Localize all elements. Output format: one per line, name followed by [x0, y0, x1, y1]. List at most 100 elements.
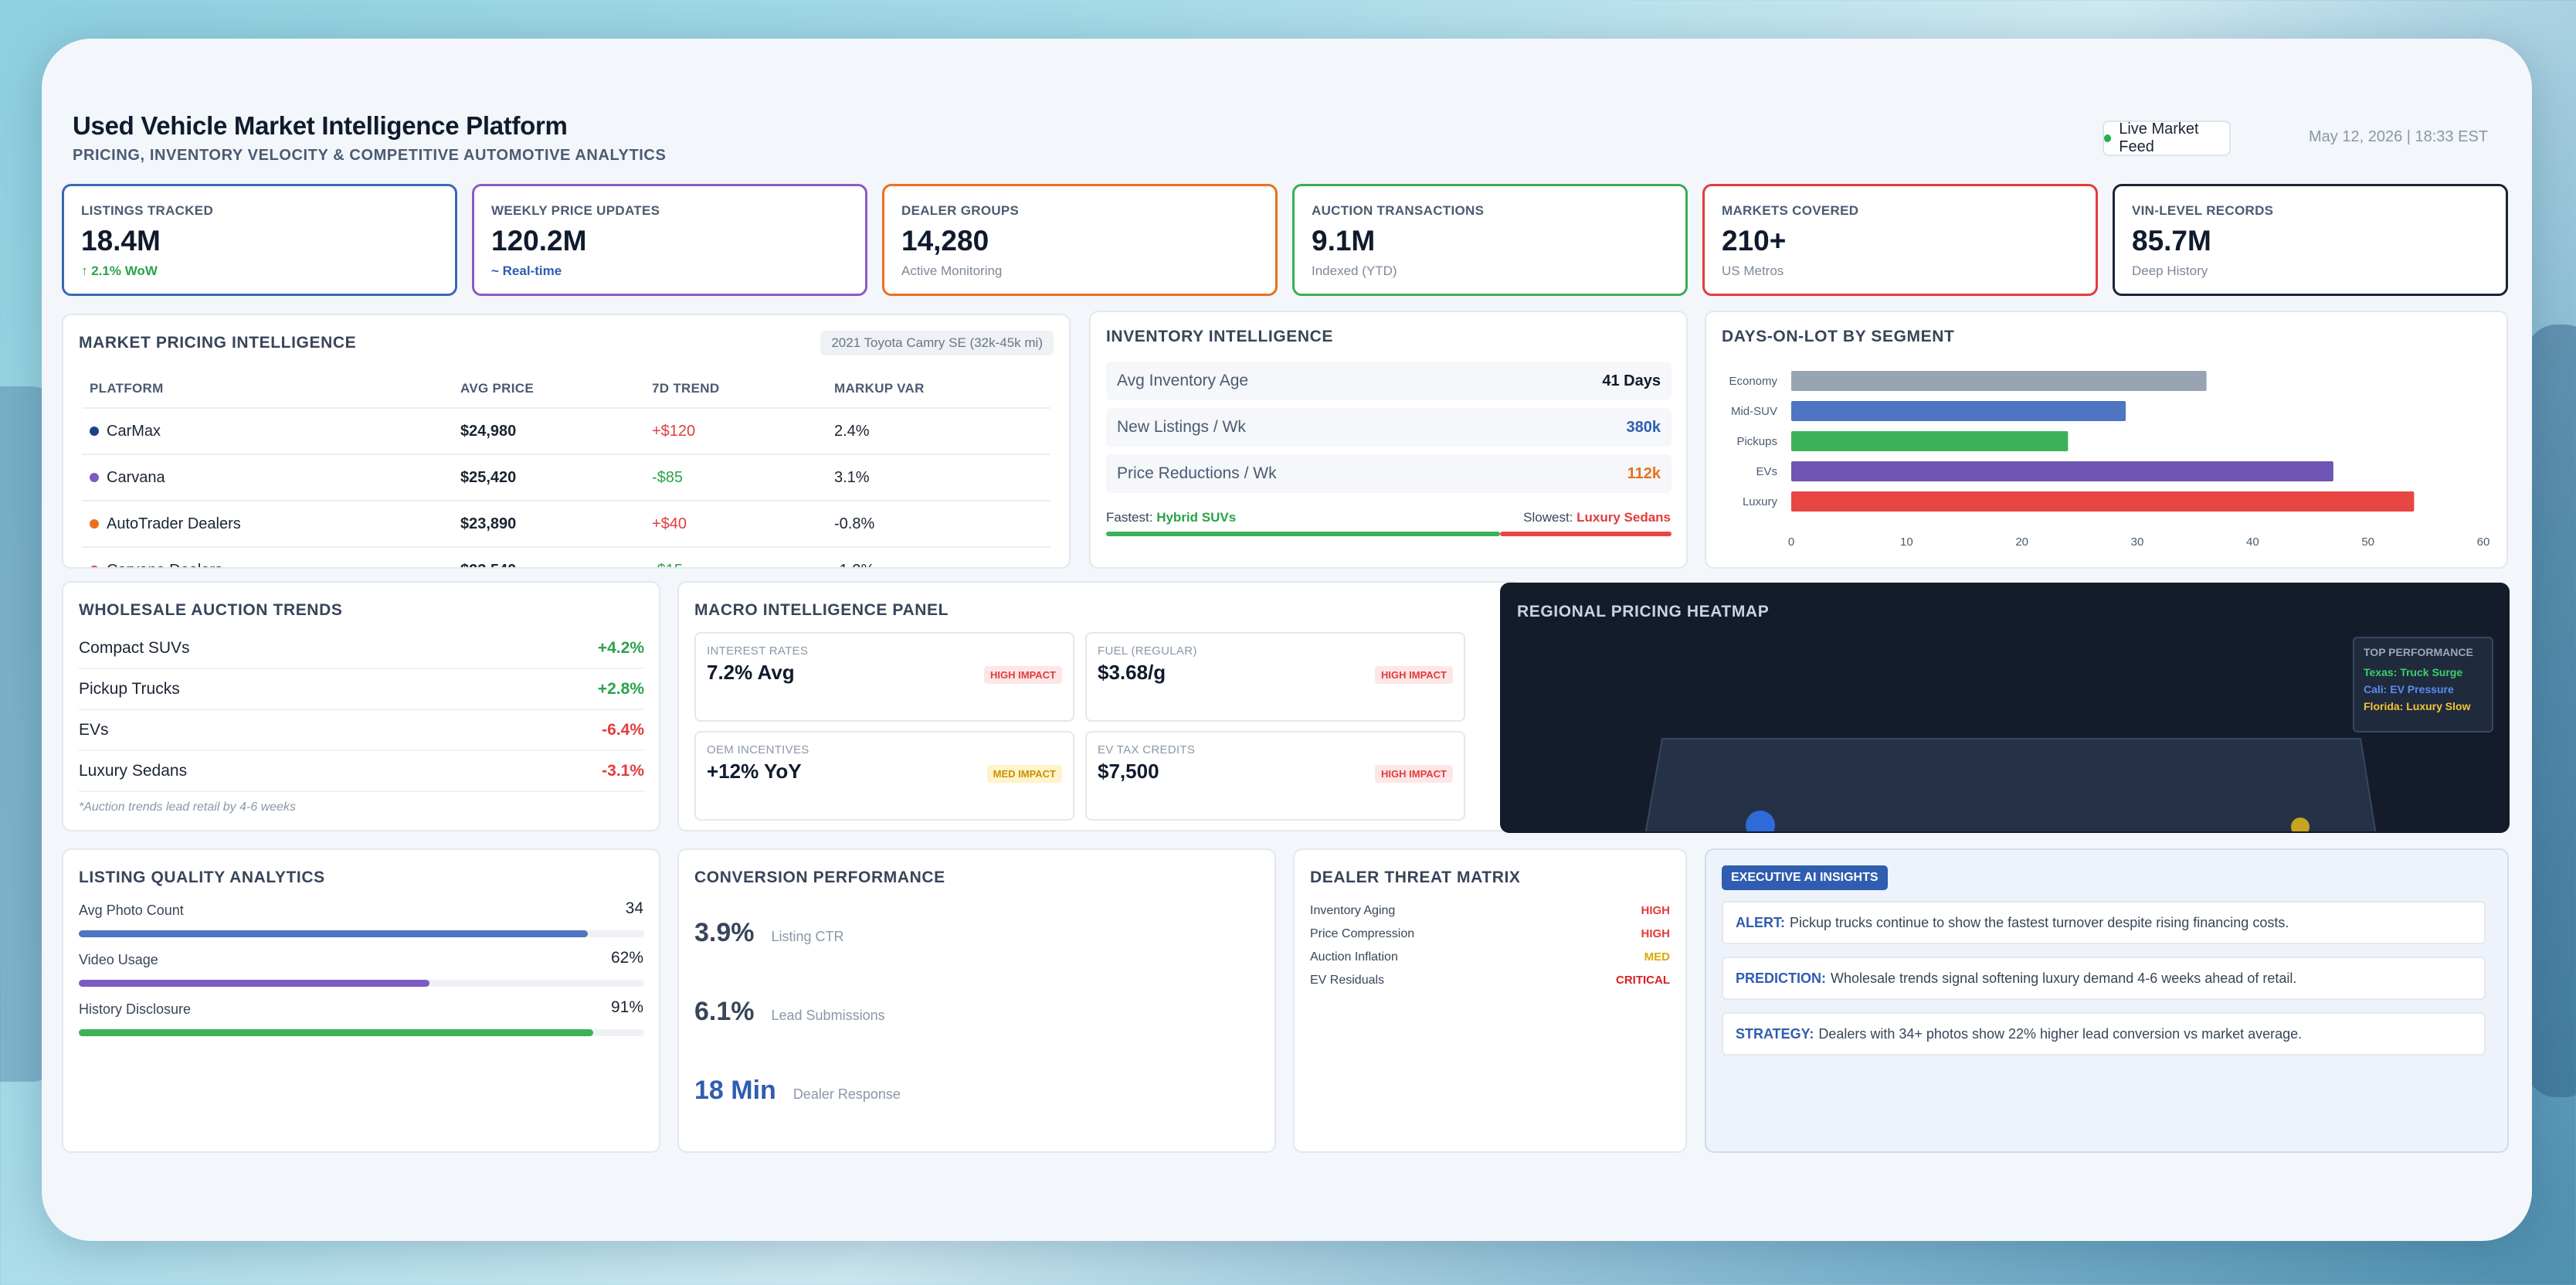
- macro-label: FUEL (REGULAR): [1098, 644, 1197, 658]
- insight-text: Wholesale trends signal softening luxury…: [1831, 970, 2297, 986]
- platform-name: Carvana: [107, 468, 165, 486]
- markup-cell: 2.4%: [826, 408, 1050, 455]
- kpi-card-vin-records[interactable]: VIN-LEVEL RECORDS 85.7M Deep History: [2113, 184, 2508, 296]
- chart-title: DAYS-ON-LOT BY SEGMENT: [1722, 328, 1955, 345]
- col-markup-var: MARKUP VAR: [826, 369, 1050, 409]
- days-on-lot-card: DAYS-ON-LOT BY SEGMENT Economy Mid-SUV Pic…: [1705, 311, 2508, 569]
- fastest-prefix: Fastest:: [1106, 510, 1153, 525]
- platform-cell: Carvana Dealers: [82, 547, 453, 567]
- category-label: EVs: [1756, 465, 1777, 478]
- kpi-sub: Deep History: [2132, 263, 2208, 278]
- macro-value: 7.2% Avg: [707, 661, 795, 684]
- insight-prediction[interactable]: PREDICTION: Wholesale trends signal soft…: [1722, 957, 2486, 1000]
- regional-heatmap-card[interactable]: REGIONAL PRICING HEATMAP TOP PERFORMANCE…: [1500, 583, 2510, 833]
- trend-cell: -$15: [644, 547, 826, 567]
- markup-cell: 3.1%: [826, 454, 1050, 501]
- conversion-value: 18 Min: [694, 1076, 776, 1105]
- auction-label: Compact SUVs: [79, 639, 190, 657]
- legend-title: TOP PERFORMANCE: [2364, 646, 2473, 658]
- threat-row: EV Residuals CRITICAL: [1310, 974, 1670, 988]
- conversion-caption: Lead Submissions: [771, 1008, 885, 1023]
- insight-alert[interactable]: ALERT: Pickup trucks continue to show th…: [1722, 901, 2486, 944]
- threat-level: CRITICAL: [1616, 974, 1670, 987]
- bar-luxury[interactable]: [1791, 491, 2415, 512]
- price-cell: $24,980: [453, 408, 644, 455]
- auction-value: -3.1%: [602, 762, 644, 780]
- cali-marker-icon: [1746, 811, 1775, 831]
- insight-strategy[interactable]: STRATEGY: Dealers with 34+ photos show 2…: [1722, 1012, 2486, 1056]
- page-title: Used Vehicle Market Intelligence Platfor…: [73, 111, 568, 140]
- platform-cell: CarMax: [82, 408, 453, 455]
- pricing-row[interactable]: Carvana Dealers $23,540-$15-1.9%: [82, 547, 1050, 567]
- insight-text: Pickup trucks continue to show the faste…: [1790, 914, 2289, 930]
- macro-label: OEM INCENTIVES: [707, 743, 809, 756]
- conversion-value: 6.1%: [694, 997, 755, 1026]
- kpi-value: 85.7M: [2132, 225, 2211, 257]
- macro-label: INTEREST RATES: [707, 644, 809, 658]
- kpi-card-auction-transactions[interactable]: AUCTION TRANSACTIONS 9.1M Indexed (YTD): [1292, 184, 1688, 296]
- inventory-value: 112k: [1627, 464, 1661, 482]
- market-pricing-card: MARKET PRICING INTELLIGENCE 2021 Toyota …: [62, 314, 1071, 569]
- insights-title-badge: EXECUTIVE AI INSIGHTS: [1722, 865, 1888, 890]
- kpi-card-price-updates[interactable]: WEEKLY PRICE UPDATES 120.2M ~ Real-time: [472, 184, 867, 296]
- slowest-prefix: Slowest:: [1523, 510, 1573, 525]
- quality-track: [79, 930, 644, 937]
- markup-cell: -0.8%: [826, 501, 1050, 548]
- card-title: CONVERSION PERFORMANCE: [694, 869, 945, 886]
- insight-key: ALERT:: [1736, 914, 1785, 930]
- insight-key: PREDICTION:: [1736, 970, 1826, 986]
- pricing-row[interactable]: Carvana $25,420 -$85 3.1%: [82, 454, 1050, 501]
- category-label: Luxury: [1743, 495, 1778, 508]
- kpi-sub: Indexed (YTD): [1312, 263, 1397, 278]
- auction-row: Pickup Trucks +2.8%: [79, 670, 644, 710]
- bar-mid-suv[interactable]: [1791, 401, 2126, 421]
- inventory-row: New Listings / Wk 380k: [1106, 408, 1672, 447]
- threat-row: Auction Inflation MED: [1310, 950, 1670, 964]
- auction-row: EVs -6.4%: [79, 711, 644, 751]
- kpi-value: 18.4M: [81, 225, 161, 257]
- card-title: LISTING QUALITY ANALYTICS: [79, 869, 325, 886]
- impact-badge: HIGH IMPACT: [984, 666, 1062, 684]
- quality-track: [79, 1029, 644, 1036]
- x-tick-label: 30: [2131, 535, 2144, 549]
- kpi-card-listings[interactable]: LISTINGS TRACKED 18.4M ↑ 2.1% WoW: [62, 184, 457, 296]
- inventory-row: Avg Inventory Age 41 Days: [1106, 362, 1672, 400]
- macro-tile-interest-rates[interactable]: INTEREST RATES 7.2% Avg HIGH IMPACT: [694, 632, 1074, 722]
- pricing-row[interactable]: CarMax $24,980 +$120 2.4%: [82, 408, 1050, 455]
- bar-pickups[interactable]: [1791, 431, 2069, 451]
- kpi-card-markets-covered[interactable]: MARKETS COVERED 210+ US Metros: [1702, 184, 2098, 296]
- macro-tile-fuel[interactable]: FUEL (REGULAR) $3.68/g HIGH IMPACT: [1085, 632, 1465, 722]
- kpi-card-dealer-groups[interactable]: DEALER GROUPS 14,280 Active Monitoring: [882, 184, 1278, 296]
- trend-cell: +$40: [644, 501, 826, 548]
- insight-key: STRATEGY:: [1736, 1025, 1814, 1042]
- quality-track: [79, 980, 644, 987]
- dashboard-window: Used Vehicle Market Intelligence Platfor…: [42, 39, 2532, 1241]
- platform-dot-icon: [90, 519, 99, 529]
- trend-cell: +$120: [644, 408, 826, 455]
- auction-row: Luxury Sedans -3.1%: [79, 752, 644, 792]
- macro-tile-oem-incentives[interactable]: OEM INCENTIVES +12% YoY MED IMPACT: [694, 731, 1074, 821]
- bar-evs[interactable]: [1791, 461, 2333, 481]
- inventory-value: 380k: [1626, 418, 1661, 436]
- live-market-feed-button[interactable]: Live Market Feed: [2103, 121, 2231, 156]
- auction-label: Pickup Trucks: [79, 680, 180, 698]
- inventory-value: 41 Days: [1602, 372, 1661, 389]
- platform-name: AutoTrader Dealers: [107, 515, 241, 532]
- macro-intelligence-card: MACRO INTELLIGENCE PANEL INTEREST RATES …: [677, 581, 1523, 831]
- live-status-icon: [2104, 134, 2112, 142]
- threat-label: Auction Inflation: [1310, 950, 1398, 964]
- macro-tile-ev-tax-credits[interactable]: EV TAX CREDITS $7,500 HIGH IMPACT: [1085, 731, 1465, 821]
- category-label: Mid-SUV: [1731, 405, 1777, 418]
- platform-dot-icon: [90, 427, 99, 437]
- vehicle-filter-tag[interactable]: 2021 Toyota Camry SE (32k-45k mi): [820, 331, 1054, 355]
- auction-row: Compact SUVs +4.2%: [79, 629, 644, 669]
- wholesale-auction-card: WHOLESALE AUCTION TRENDS Compact SUVs +4…: [62, 581, 660, 831]
- card-title: INVENTORY INTELLIGENCE: [1106, 328, 1334, 345]
- pricing-row[interactable]: AutoTrader Dealers $23,890 +$40 -0.8%: [82, 501, 1050, 548]
- quality-value: 34: [625, 899, 643, 917]
- threat-row: Inventory Aging HIGH: [1310, 904, 1670, 918]
- bar-economy[interactable]: [1791, 371, 2207, 391]
- page-subtitle: PRICING, INVENTORY VELOCITY & COMPETITIV…: [73, 147, 667, 164]
- kpi-sub: ↑ 2.1% WoW: [81, 263, 158, 278]
- quality-value: 62%: [610, 949, 643, 967]
